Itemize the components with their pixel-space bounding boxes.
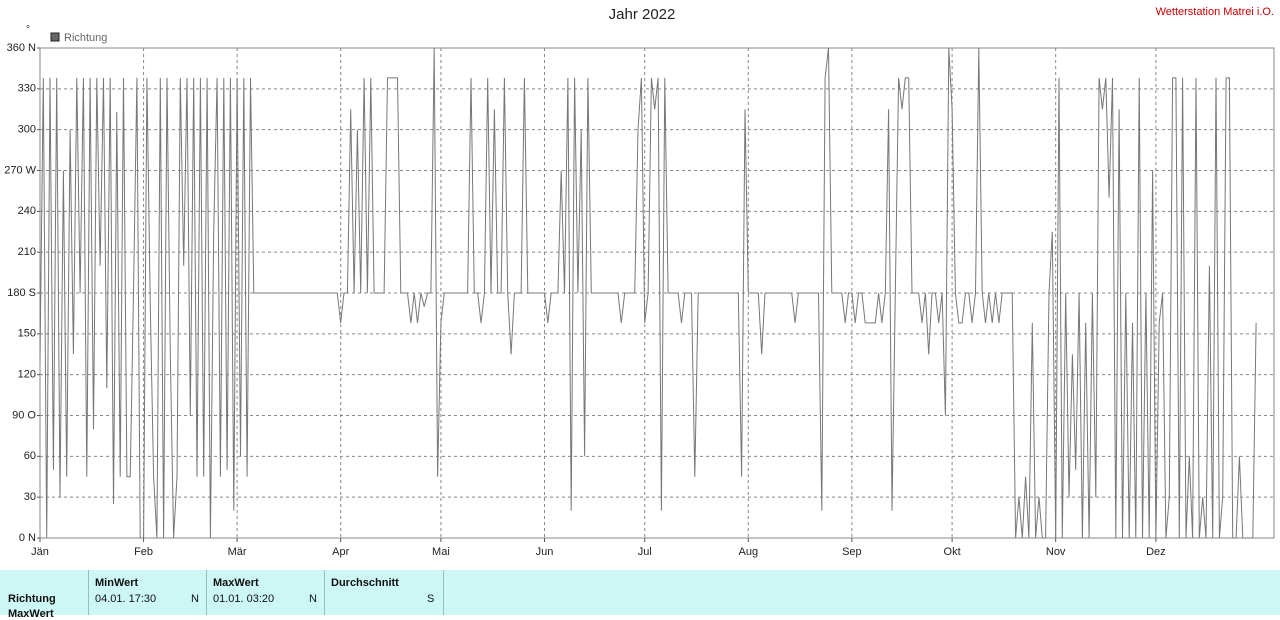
y-tick-label: 210 bbox=[18, 246, 36, 258]
y-tick-label: 120 bbox=[18, 369, 36, 381]
legend-swatch bbox=[50, 32, 60, 42]
y-tick-label: 0 N bbox=[19, 532, 36, 544]
y-tick-label: 360 N bbox=[7, 42, 36, 54]
col-header: MaxWert bbox=[213, 577, 259, 589]
col-header: MinWert bbox=[95, 577, 139, 589]
cell-time: 01.01. 03:20 bbox=[213, 593, 275, 605]
x-tick-label: Mai bbox=[432, 546, 450, 558]
stats-cell: MaxWert 01.01. 03:20 N bbox=[206, 570, 325, 615]
plot-frame bbox=[39, 47, 1275, 539]
cell-dir: N bbox=[191, 593, 199, 605]
x-tick-label: Feb bbox=[134, 546, 153, 558]
x-tick-label: Dez bbox=[1146, 546, 1166, 558]
station-name: Wetterstation Matrei i.O. bbox=[1156, 6, 1274, 18]
y-unit: ° bbox=[26, 25, 30, 36]
x-tick-label: Aug bbox=[739, 546, 759, 558]
col-header: Durchschnitt bbox=[331, 577, 399, 589]
x-tick-label: Nov bbox=[1046, 546, 1066, 558]
row-label: Richtung bbox=[8, 593, 56, 605]
x-tick-label: Mär bbox=[228, 546, 247, 558]
y-tick-label: 300 bbox=[18, 124, 36, 136]
y-tick-label: 330 bbox=[18, 83, 36, 95]
cell-dir: S bbox=[427, 593, 435, 605]
legend-label: Richtung bbox=[64, 32, 107, 44]
y-tick-label: 30 bbox=[24, 491, 36, 503]
x-tick-label: Jul bbox=[638, 546, 652, 558]
y-tick-label: 90 O bbox=[12, 409, 36, 421]
chart-title: Jahr 2022 bbox=[609, 6, 676, 23]
y-tick-label: 270 W bbox=[4, 164, 36, 176]
stats-cell: Durchschnitt S bbox=[324, 570, 444, 615]
x-tick-label: Jän bbox=[31, 546, 49, 558]
x-tick-label: Apr bbox=[332, 546, 349, 558]
stats-panel: Richtung MaxWert MinWert 04.01. 17:30 N … bbox=[0, 570, 1280, 620]
row-label: MaxWert bbox=[8, 608, 54, 620]
data-line bbox=[39, 47, 1257, 539]
y-tick-label: 180 S bbox=[7, 287, 36, 299]
y-tick-label: 240 bbox=[18, 205, 36, 217]
y-tick-label: 60 bbox=[24, 450, 36, 462]
x-tick-label: Okt bbox=[944, 546, 961, 558]
x-tick-label: Sep bbox=[842, 546, 862, 558]
stats-cell: MinWert 04.01. 17:30 N bbox=[88, 570, 207, 615]
cell-time: 04.01. 17:30 bbox=[95, 593, 157, 605]
y-tick-label: 150 bbox=[18, 328, 36, 340]
x-tick-label: Jun bbox=[536, 546, 554, 558]
chart: Jahr 2022 Wetterstation Matrei i.O. ° Ri… bbox=[4, 6, 1275, 558]
cell-dir: N bbox=[309, 593, 317, 605]
